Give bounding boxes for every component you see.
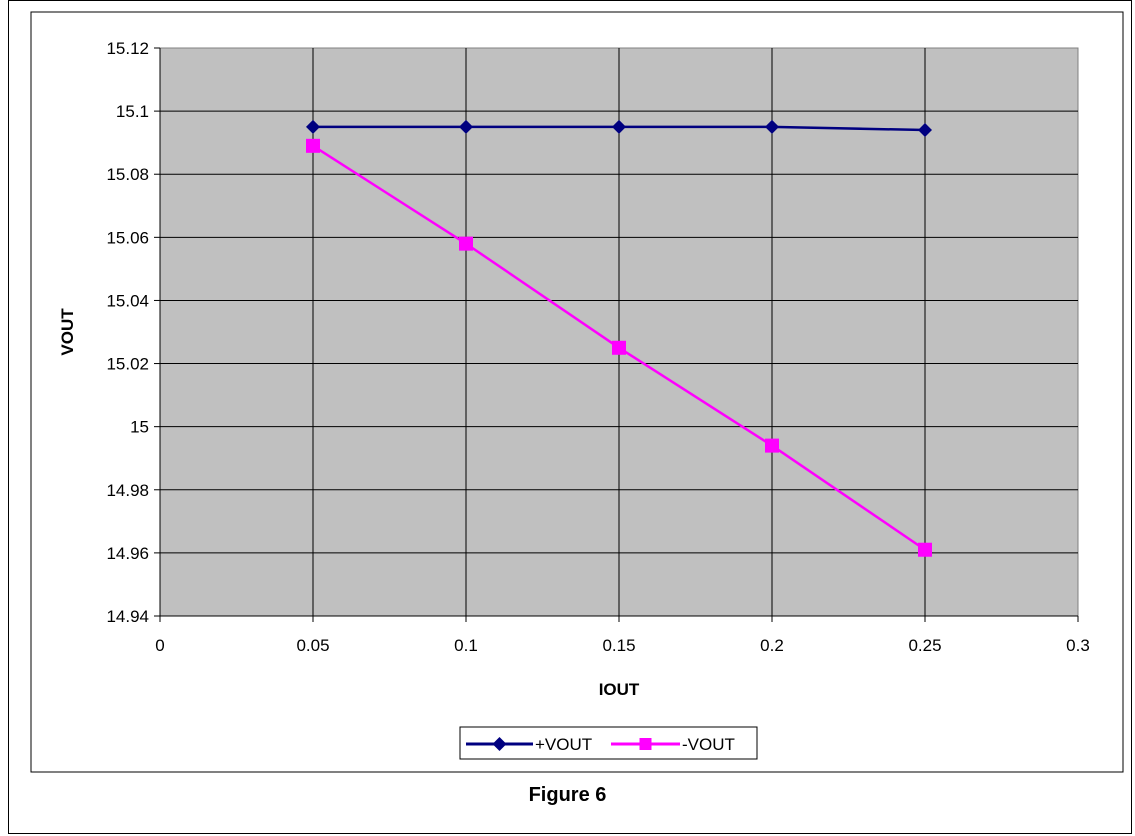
- x-tick-label: 0.25: [908, 636, 941, 655]
- legend-marker: [492, 737, 507, 751]
- series-layer: [306, 119, 932, 557]
- y-axis-title: VOUT: [58, 308, 77, 356]
- x-tick-label: 0.3: [1066, 636, 1090, 655]
- legend: +VOUT -VOUT: [459, 726, 758, 760]
- y-tick-label: 14.98: [106, 481, 149, 500]
- y-tick-label: 15.12: [106, 39, 149, 58]
- y-tick-label: 15.02: [106, 355, 149, 374]
- x-tick-label: 0.2: [760, 636, 784, 655]
- figure-frame: [8, 0, 1132, 834]
- legend-entry: +VOUT: [466, 735, 592, 754]
- data-point-marker: [765, 438, 779, 453]
- legend-label: +VOUT: [535, 735, 592, 754]
- data-point-marker: [612, 340, 626, 355]
- y-tick-label: 15: [130, 418, 149, 437]
- data-point-marker: [306, 119, 320, 134]
- legend-marker: [639, 738, 652, 750]
- y-tick-label: 15.1: [116, 102, 149, 121]
- x-tick-label: 0.1: [454, 636, 478, 655]
- figure-caption: Figure 6: [528, 784, 607, 806]
- data-point-marker: [459, 119, 473, 134]
- x-tick-label: 0.05: [296, 636, 329, 655]
- x-tick-label: 0.15: [602, 636, 635, 655]
- legend-entry: -VOUT: [611, 735, 735, 754]
- y-tick-label: 15.08: [106, 165, 149, 184]
- data-point-marker: [459, 236, 473, 251]
- y-tick-label: 15.06: [106, 228, 149, 247]
- data-point-marker: [765, 119, 779, 134]
- y-tick-label: 15.04: [106, 291, 149, 310]
- y-axis-ticks: 15.12 15.1 15.08 15.06 15.04 15.02 15 14.98 14.9…: [106, 39, 161, 626]
- series-plus-vout: [306, 119, 932, 138]
- data-point-marker: [918, 542, 932, 557]
- y-tick-label: 14.96: [106, 544, 149, 563]
- legend-label: -VOUT: [682, 735, 735, 754]
- series-minus-vout: [306, 138, 932, 557]
- x-axis-ticks: 0 0.05 0.1 0.15 0.2 0.25 0.3: [155, 615, 1090, 655]
- data-point-marker: [918, 123, 932, 138]
- y-tick-label: 14.94: [106, 607, 149, 626]
- x-axis-title: IOUT: [599, 680, 640, 699]
- x-tick-label: 0: [155, 636, 164, 655]
- data-point-marker: [612, 119, 626, 134]
- data-point-marker: [306, 138, 320, 153]
